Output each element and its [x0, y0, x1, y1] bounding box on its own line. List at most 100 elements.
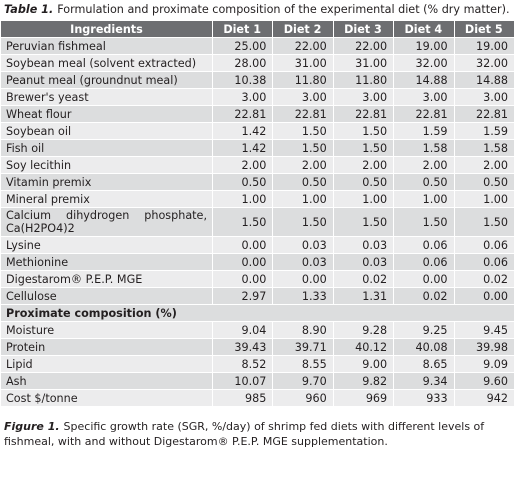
cell-value: 969: [332, 389, 395, 407]
cell-value: 2.00: [272, 156, 334, 174]
cell-value: 9.60: [453, 372, 515, 390]
cell-value: 11.80: [272, 71, 334, 89]
cell-value: 2.00: [332, 156, 395, 174]
cell-value: 3.00: [453, 88, 515, 106]
table-row: Peruvian fishmeal 25.00 22.00 22.00 19.00 19.…: [0, 37, 515, 55]
row-label: Vitamin premix: [0, 173, 213, 191]
cell-value: 0.50: [453, 173, 515, 191]
cell-value: 0.03: [332, 253, 395, 271]
row-label: Cellulose: [0, 287, 213, 305]
cell-value: 1.50: [211, 207, 274, 237]
cell-value: 1.50: [453, 207, 515, 237]
cell-value: 0.50: [332, 173, 395, 191]
column-header: Diet 1: [211, 20, 274, 38]
cell-value: 9.28: [332, 321, 395, 339]
cell-value: 9.45: [453, 321, 515, 339]
cell-value: 1.50: [332, 207, 395, 237]
cell-value: 0.06: [453, 236, 515, 254]
table: Ingredients Diet 1 Diet 2 Diet 3 Diet 4 Diet …: [0, 20, 515, 407]
cell-value: 0.50: [272, 173, 334, 191]
table-row: Wheat flour 22.81 22.81 22.81 22.81 22.81: [0, 105, 515, 123]
cell-value: 40.08: [393, 338, 455, 356]
cell-value: 8.55: [272, 355, 334, 373]
row-label: Soybean meal (solvent extracted): [0, 54, 213, 72]
cell-value: 0.00: [393, 270, 455, 288]
header-row: Ingredients Diet 1 Diet 2 Diet 3 Diet 4 Diet …: [0, 20, 515, 38]
cell-value: 0.00: [211, 236, 274, 254]
cell-value: 25.00: [211, 37, 274, 55]
table-row: Methionine 0.00 0.03 0.03 0.06 0.06: [0, 253, 515, 271]
cell-value: 40.12: [332, 338, 395, 356]
table-row: Ash 10.07 9.70 9.82 9.34 9.60: [0, 372, 515, 390]
cell-value: 1.33: [272, 287, 334, 305]
row-label: Soybean oil: [0, 122, 213, 140]
cell-value: 0.00: [211, 270, 274, 288]
cell-value: 0.03: [272, 253, 334, 271]
cell-value: 960: [272, 389, 334, 407]
cell-value: 1.58: [453, 139, 515, 157]
cell-value: 9.09: [453, 355, 515, 373]
cell-value: 1.50: [332, 139, 395, 157]
cell-value: 1.50: [272, 122, 334, 140]
table-row: Soy lecithin 2.00 2.00 2.00 2.00 2.00: [0, 156, 515, 174]
cell-value: 22.81: [332, 105, 395, 123]
row-label: Soy lecithin: [0, 156, 213, 174]
cell-value: 9.34: [393, 372, 455, 390]
cell-value: 11.80: [332, 71, 395, 89]
row-label: Peanut meal (groundnut meal): [0, 71, 213, 89]
cell-value: 933: [393, 389, 455, 407]
cell-value: 0.02: [393, 287, 455, 305]
cell-value: 22.00: [272, 37, 334, 55]
table-row: Vitamin premix 0.50 0.50 0.50 0.50 0.50: [0, 173, 515, 191]
cell-value: 2.00: [211, 156, 274, 174]
cell-value: 0.00: [272, 270, 334, 288]
cell-value: 2.00: [453, 156, 515, 174]
figure-caption: Figure 1. Specific growth rate (SGR, %/da…: [0, 407, 515, 449]
section-row: Proximate composition (%): [0, 304, 515, 322]
column-header: Ingredients: [0, 20, 213, 38]
table-row: Mineral premix 1.00 1.00 1.00 1.00 1.00: [0, 190, 515, 208]
cell-value: 31.00: [332, 54, 395, 72]
cell-value: 3.00: [211, 88, 274, 106]
cell-value: 22.81: [453, 105, 515, 123]
column-header: Diet 5: [453, 20, 515, 38]
row-label: Ash: [0, 372, 213, 390]
column-header: Diet 2: [272, 20, 334, 38]
row-label: Peruvian fishmeal: [0, 37, 213, 55]
cell-value: 22.81: [211, 105, 274, 123]
cell-value: 14.88: [393, 71, 455, 89]
cell-value: 19.00: [393, 37, 455, 55]
column-header: Diet 3: [332, 20, 395, 38]
figure-text: Specific growth rate (SGR, %/day) of shr…: [4, 420, 485, 448]
table-row: Cost $/tonne 985 960 969 933 942: [0, 389, 515, 407]
cell-value: 39.71: [272, 338, 334, 356]
cell-value: 9.82: [332, 372, 395, 390]
cell-value: 942: [453, 389, 515, 407]
cell-value: 1.50: [272, 139, 334, 157]
table-row: Brewer's yeast 3.00 3.00 3.00 3.00 3.00: [0, 88, 515, 106]
table-row: Digestarom® P.E.P. MGE 0.00 0.00 0.02 0.00 0.…: [0, 270, 515, 288]
table-row: Calcium dihydrogen phosphate, Ca(H2PO4)2…: [0, 207, 515, 237]
cell-value: 0.06: [393, 253, 455, 271]
cell-value: 9.00: [332, 355, 395, 373]
caption-label: Table 1.: [4, 3, 54, 16]
cell-value: 985: [211, 389, 274, 407]
cell-value: 31.00: [272, 54, 334, 72]
table-caption: Table 1. Formulation and proximate compos…: [0, 0, 515, 20]
cell-value: 1.59: [393, 122, 455, 140]
row-label: Lysine: [0, 236, 213, 254]
cell-value: 9.04: [211, 321, 274, 339]
cell-value: 14.88: [453, 71, 515, 89]
caption-text: Formulation and proximate composition of…: [57, 3, 510, 16]
cell-value: 22.81: [272, 105, 334, 123]
cell-value: 0.06: [393, 236, 455, 254]
cell-value: 32.00: [393, 54, 455, 72]
row-label: Methionine: [0, 253, 213, 271]
table-row: Cellulose 2.97 1.33 1.31 0.02 0.00: [0, 287, 515, 305]
table-row: Soybean oil 1.42 1.50 1.50 1.59 1.59: [0, 122, 515, 140]
cell-value: 1.42: [211, 122, 274, 140]
table-row: Moisture 9.04 8.90 9.28 9.25 9.45: [0, 321, 515, 339]
cell-value: 0.50: [211, 173, 274, 191]
row-label: Protein: [0, 338, 213, 356]
cell-value: 0.02: [332, 270, 395, 288]
